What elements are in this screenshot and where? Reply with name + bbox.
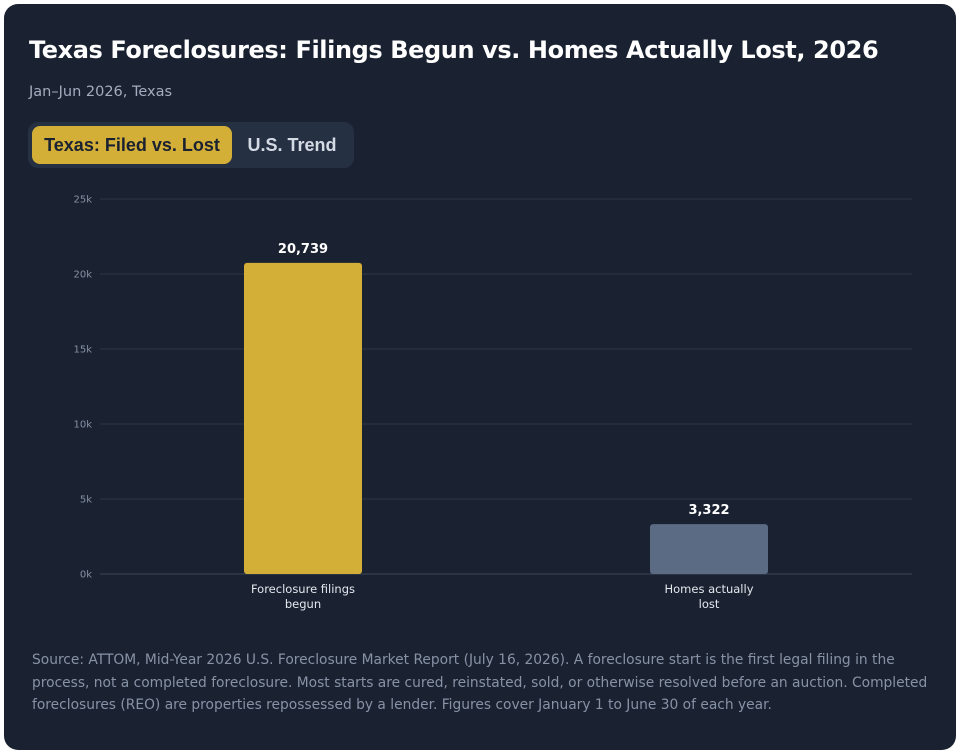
- source-note: Source: ATTOM, Mid-Year 2026 U.S. Forecl…: [32, 652, 928, 713]
- x-category-label: Foreclosure filings: [251, 582, 355, 596]
- y-tick-label: 0k: [80, 570, 92, 581]
- view-tabs: Texas: Filed vs. Lost U.S. Trend: [28, 122, 354, 168]
- page-subtitle: Jan–Jun 2026, Texas: [29, 84, 173, 100]
- tab-texas-filed-vs-lost[interactable]: Texas: Filed vs. Lost: [32, 126, 232, 164]
- y-tick-label: 5k: [80, 495, 92, 506]
- bar: [244, 262, 362, 574]
- tab-us-trend[interactable]: U.S. Trend: [247, 135, 337, 155]
- bar-chart: 0k 5k 10k 15k 20k 25k 20,739 Foreclosure filing…: [73, 195, 912, 611]
- x-category-label: Homes actually: [664, 582, 753, 596]
- bar-value-label: 20,739: [278, 242, 328, 257]
- x-category-label: begun: [285, 597, 321, 611]
- x-category-label: lost: [699, 597, 720, 611]
- y-tick-label: 10k: [73, 420, 92, 431]
- y-tick-label: 25k: [73, 195, 92, 206]
- bar: [650, 524, 768, 574]
- bar-value-label: 3,322: [688, 503, 729, 518]
- page-title: Texas Foreclosures: Filings Begun vs. Ho…: [29, 36, 879, 64]
- chart-card: Texas Foreclosures: Filings Begun vs. Ho…: [4, 4, 956, 750]
- y-tick-label: 20k: [73, 270, 92, 281]
- y-tick-label: 15k: [73, 345, 92, 356]
